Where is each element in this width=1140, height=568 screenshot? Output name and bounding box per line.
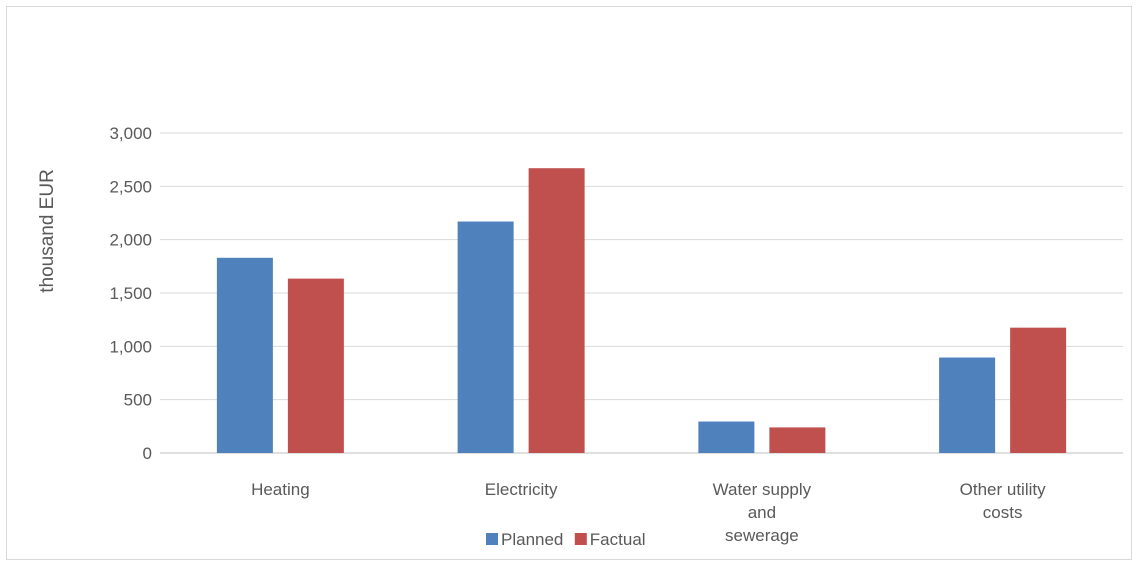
legend: Planned Factual <box>486 530 646 549</box>
y-tick-label: 0 <box>143 444 152 463</box>
legend-label-factual: Factual <box>590 530 646 549</box>
x-tick-label: Heating <box>251 480 310 499</box>
x-tick-label: Other utility <box>960 480 1046 499</box>
x-tick-label: and <box>748 503 776 522</box>
legend-label-planned: Planned <box>501 530 563 549</box>
y-tick-label: 2,000 <box>109 231 152 250</box>
bar-factual-1 <box>528 168 585 453</box>
y-tick-label: 1,000 <box>109 337 152 356</box>
bar-factual-3 <box>1010 327 1067 453</box>
legend-swatch-planned <box>486 533 498 545</box>
bar-factual-0 <box>287 278 344 453</box>
y-axis-ticks: 0 500 1,000 1,500 2,000 2,500 3,000 <box>109 124 152 463</box>
x-tick-label: sewerage <box>725 526 799 545</box>
y-tick-label: 1,500 <box>109 284 152 303</box>
x-axis-labels: Heating Electricity Water supply and sewerag… <box>251 480 1046 545</box>
legend-swatch-factual <box>574 533 587 545</box>
y-tick-label: 500 <box>124 391 152 410</box>
bars <box>216 168 1067 453</box>
bar-planned-2 <box>698 421 755 453</box>
bar-chart: 0 500 1,000 1,500 2,000 2,500 3,000 Heating Ele… <box>37 124 1123 549</box>
x-tick-label: costs <box>983 503 1023 522</box>
y-tick-label: 2,500 <box>109 177 152 196</box>
chart-frame: 0 500 1,000 1,500 2,000 2,500 3,000 Heating Ele… <box>6 6 1132 560</box>
bar-factual-2 <box>769 427 826 453</box>
y-tick-label: 3,000 <box>109 124 152 143</box>
bar-planned-1 <box>457 221 514 453</box>
bar-planned-3 <box>939 357 996 453</box>
x-tick-label: Water supply <box>713 480 812 499</box>
x-tick-label: Electricity <box>485 480 558 499</box>
y-axis-label: thousand EUR <box>37 169 58 293</box>
bar-planned-0 <box>216 257 273 453</box>
